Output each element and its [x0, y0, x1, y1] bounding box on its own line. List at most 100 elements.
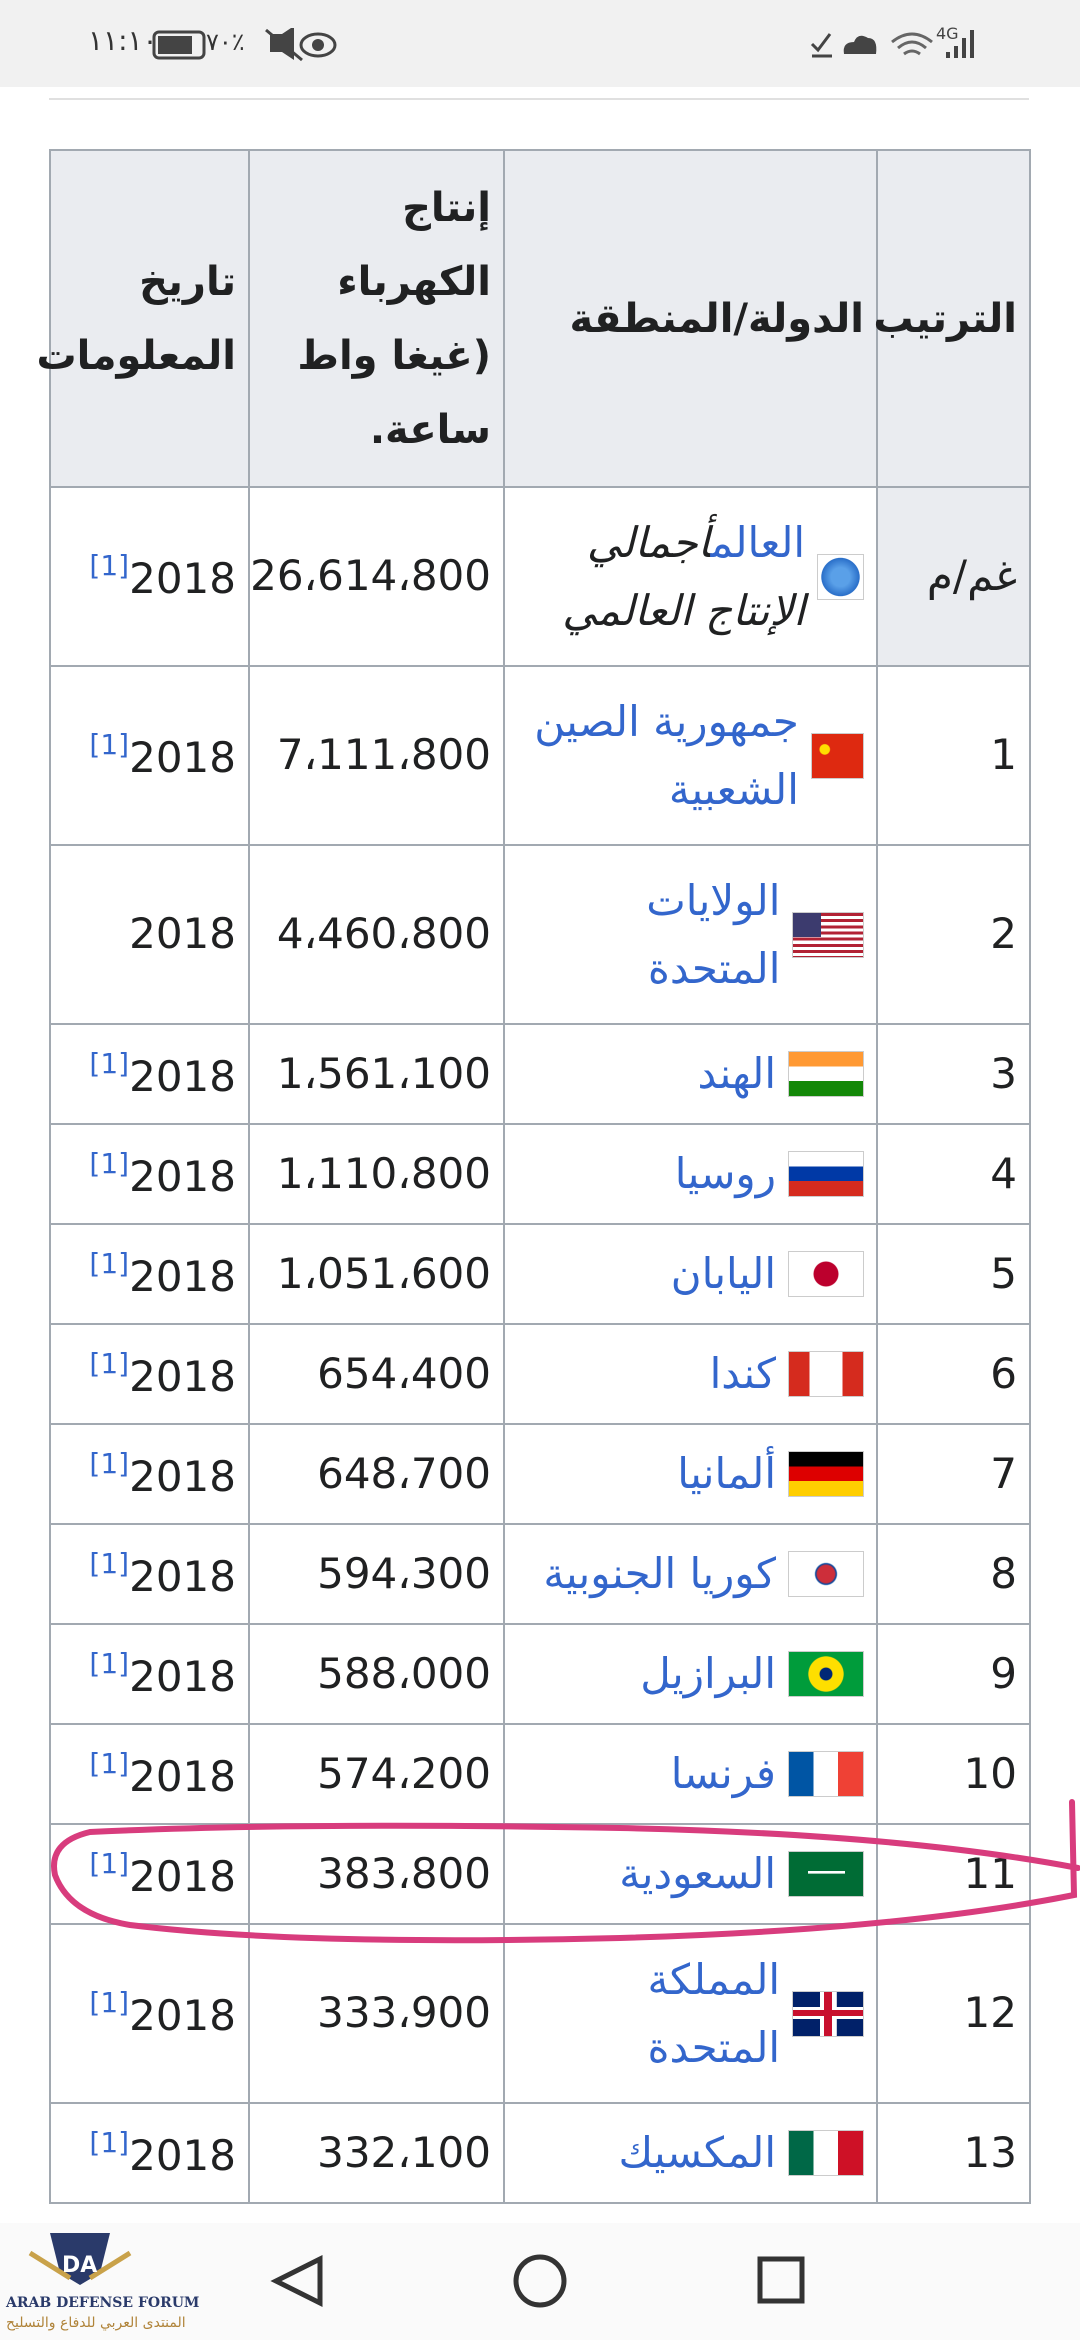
- reference[interactable]: [1]: [89, 1846, 130, 1880]
- production-value: 588،000: [317, 1648, 491, 1698]
- flag: [788, 1651, 864, 1697]
- flag: [792, 911, 864, 958]
- table-row: غم/م العالمأجمالي الإنتاج العالمي 26،614،8…: [49, 486, 1031, 667]
- country-name[interactable]: فرنسا: [670, 1749, 776, 1799]
- country-name[interactable]: الولايات المتحدة: [646, 876, 781, 993]
- country-cell: جمهورية الصين الشعبية: [503, 665, 878, 846]
- reference[interactable]: [1]: [89, 1046, 130, 1080]
- country-cell: اليابان: [503, 1223, 878, 1325]
- reference[interactable]: [1]: [89, 2125, 130, 2159]
- country-name[interactable]: العالم: [710, 518, 806, 568]
- navigation-bar: DA ARAB DEFENSE FORUM المنتدى العربي للد…: [0, 2223, 1080, 2340]
- reference[interactable]: [1]: [89, 1246, 130, 1280]
- table-row: 4 روسيا 1،110،800 2018[1]: [49, 1123, 1031, 1225]
- production-value: 333،900: [317, 1988, 491, 2038]
- production-value: 1،561،100: [276, 1048, 491, 1098]
- reference[interactable]: [1]: [89, 1446, 130, 1480]
- country-text: ألمانيا: [677, 1440, 776, 1507]
- recents-button[interactable]: [757, 2256, 805, 2304]
- country-wrap: المملكة المتحدة: [517, 1946, 864, 2080]
- rank: 6: [990, 1348, 1017, 1398]
- country-name[interactable]: جمهورية الصين الشعبية: [534, 697, 799, 814]
- country-name[interactable]: المملكة المتحدة: [647, 1955, 781, 2072]
- rank: 1: [990, 730, 1017, 780]
- reference[interactable]: [1]: [89, 1746, 130, 1780]
- country-wrap: كوريا الجنوبية: [517, 1540, 864, 1607]
- table-row: 2 الولايات المتحدة 4،460،800 2018: [49, 844, 1031, 1025]
- country-text: فرنسا: [671, 1740, 776, 1807]
- table-row: 1 جمهورية الصين الشعبية 7،111،800 2018[1]: [49, 665, 1031, 846]
- reference[interactable]: [1]: [89, 1546, 130, 1580]
- country-text: اليابان: [671, 1240, 776, 1307]
- year: 2018: [129, 733, 236, 783]
- country-name[interactable]: البرازيل: [640, 1649, 776, 1699]
- forum-name: ARAB DEFENSE FORUM: [6, 2295, 200, 2311]
- table-row: 12 المملكة المتحدة 333،900 2018[1]: [49, 1923, 1031, 2104]
- year: 2018: [129, 1551, 236, 1601]
- home-button[interactable]: [513, 2254, 567, 2308]
- reference[interactable]: [1]: [89, 1146, 130, 1180]
- country-name[interactable]: كندا: [709, 1349, 776, 1399]
- country-wrap: كندا: [517, 1340, 864, 1407]
- table-row: 5 اليابان 1،051،600 2018[1]: [49, 1223, 1031, 1325]
- status-bar: ١١:١٠ ٧٠٪ 4G: [0, 0, 1080, 87]
- value-cell: 1،561،100: [248, 1023, 505, 1125]
- reference[interactable]: [1]: [89, 1346, 130, 1380]
- country-text: المملكة المتحدة: [517, 1946, 780, 2080]
- date-cell: 2018[1]: [49, 486, 250, 667]
- country-cell: السعودية: [503, 1823, 878, 1925]
- year: 2018: [129, 554, 236, 604]
- country-name[interactable]: اليابان: [670, 1249, 776, 1299]
- table-row: 13 المكسيك 332،100 2018[1]: [49, 2102, 1031, 2204]
- table-row: 11 السعودية 383،800 2018[1]: [49, 1823, 1031, 1925]
- country-name[interactable]: المكسيك: [618, 2128, 776, 2178]
- clock: ١١:١٠: [88, 24, 158, 57]
- date-cell: 2018[1]: [49, 1323, 250, 1425]
- rank-cell: 2: [876, 844, 1031, 1025]
- reference[interactable]: [1]: [89, 1986, 130, 2020]
- reference[interactable]: [1]: [89, 728, 130, 762]
- country-wrap: اليابان: [517, 1240, 864, 1307]
- country-wrap: الولايات المتحدة: [517, 867, 864, 1001]
- back-button[interactable]: [270, 2254, 323, 2308]
- country-text: السعودية: [619, 1840, 776, 1907]
- production-value: 574،200: [317, 1748, 491, 1798]
- country-cell: العالمأجمالي الإنتاج العالمي: [503, 486, 878, 667]
- table-row: 7 ألمانيا 648،700 2018[1]: [49, 1423, 1031, 1525]
- year: 2018: [129, 909, 236, 959]
- reference[interactable]: [1]: [89, 1646, 130, 1680]
- country-name[interactable]: الهند: [697, 1049, 776, 1099]
- flag: [792, 1990, 864, 2037]
- production-value: 1،051،600: [276, 1248, 491, 1298]
- rank-cell: 8: [876, 1523, 1031, 1625]
- logo: DA: [62, 2253, 98, 2278]
- rank: 10: [963, 1748, 1017, 1798]
- country-wrap: روسيا: [517, 1140, 864, 1207]
- country-name[interactable]: ألمانيا: [677, 1449, 776, 1499]
- production-value: 648،700: [317, 1448, 491, 1498]
- date-cell: 2018[1]: [49, 1723, 250, 1825]
- date-cell: 2018[1]: [49, 1023, 250, 1125]
- date-cell: 2018[1]: [49, 1823, 250, 1925]
- value-cell: 654،400: [248, 1323, 505, 1425]
- date-cell: 2018[1]: [49, 1423, 250, 1525]
- country-wrap: السعودية: [517, 1840, 864, 1907]
- date-cell: 2018[1]: [49, 2102, 250, 2204]
- country-name[interactable]: روسيا: [674, 1149, 776, 1199]
- nav-icons: [28, 2233, 805, 2308]
- production-value: 26،614،800: [250, 551, 491, 601]
- country-wrap: الهند: [517, 1040, 864, 1107]
- rank: 11: [963, 1848, 1017, 1898]
- rank-cell: 12: [876, 1923, 1031, 2104]
- rank: 4: [990, 1148, 1017, 1198]
- country-cell: الولايات المتحدة: [503, 844, 878, 1025]
- country-name[interactable]: كوريا الجنوبية: [543, 1549, 776, 1599]
- reference[interactable]: [1]: [89, 549, 130, 583]
- country-name[interactable]: السعودية: [619, 1849, 776, 1899]
- year: 2018: [129, 1451, 236, 1501]
- rank: 5: [990, 1248, 1017, 1298]
- year: 2018: [129, 1351, 236, 1401]
- flag: [788, 1551, 864, 1597]
- country-text: المكسيك: [619, 2119, 776, 2186]
- country-cell: فرنسا: [503, 1723, 878, 1825]
